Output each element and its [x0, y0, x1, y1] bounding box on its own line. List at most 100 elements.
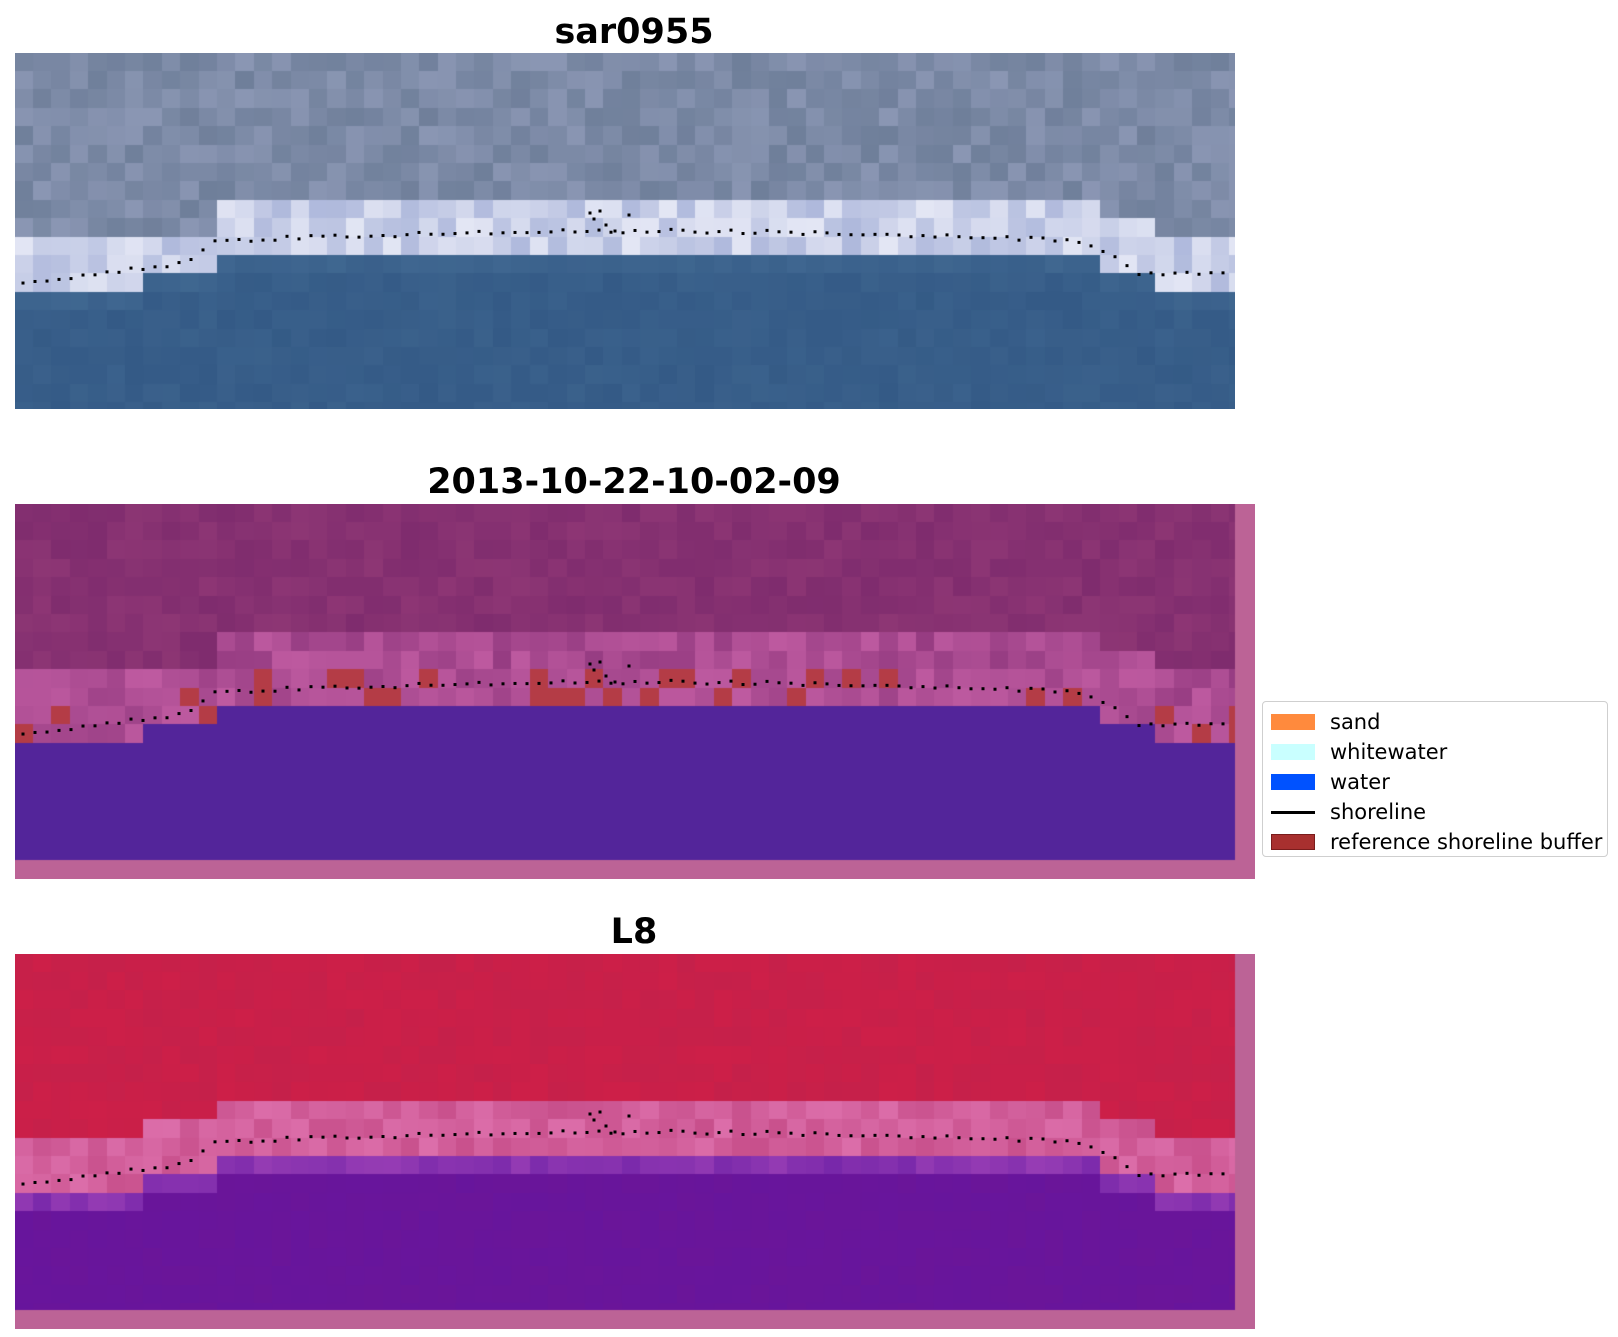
shoreline-point: [273, 238, 277, 242]
panel-index-image: [15, 954, 1255, 1329]
shoreline-point: [1029, 235, 1033, 239]
shoreline-point: [381, 234, 385, 238]
shoreline-point: [969, 236, 973, 240]
shoreline-point: [105, 721, 109, 725]
shoreline-point: [873, 1133, 877, 1137]
shoreline-point: [261, 238, 265, 242]
shoreline-point: [93, 273, 97, 277]
shoreline-point: [297, 237, 301, 241]
panel-title-index: L8: [610, 912, 658, 952]
shoreline-point: [33, 279, 37, 283]
shoreline-point: [357, 235, 361, 239]
shoreline-point: [417, 1131, 421, 1135]
shoreline-point: [1221, 722, 1225, 726]
shoreline-point: [693, 681, 697, 685]
shoreline-point: [1041, 236, 1045, 240]
shoreline-point: [1149, 722, 1153, 726]
shoreline-point: [45, 1180, 49, 1184]
shoreline-point: [345, 686, 349, 690]
shoreline-point: [405, 233, 409, 237]
shoreline-point: [588, 662, 592, 666]
shoreline-point: [165, 265, 169, 269]
shoreline-point: [837, 232, 841, 236]
legend-label: shoreline: [1330, 800, 1427, 824]
shoreline-point: [1005, 686, 1009, 690]
shoreline-line-icon: [1271, 811, 1315, 814]
shoreline-point: [801, 232, 805, 236]
legend-item-whitewater: whitewater: [1263, 736, 1607, 766]
shoreline-point: [729, 1129, 733, 1133]
shoreline-point: [585, 229, 589, 233]
shoreline-point: [861, 233, 865, 237]
shoreline-point: [957, 235, 961, 239]
legend-item-water: water: [1263, 766, 1607, 796]
shoreline-point: [69, 728, 73, 732]
shoreline-point: [592, 217, 596, 221]
shoreline-point: [861, 1134, 865, 1138]
shoreline-point: [177, 712, 181, 716]
shoreline-point: [393, 235, 397, 239]
shoreline-point: [1005, 1136, 1009, 1140]
shoreline-point: [537, 1131, 541, 1135]
shoreline-point: [981, 687, 985, 691]
shoreline-point: [669, 1128, 673, 1132]
shoreline-point: [141, 1168, 145, 1172]
reference-buffer-swatch: [1271, 834, 1315, 850]
shoreline-point: [1101, 249, 1105, 253]
shoreline-point: [453, 232, 457, 236]
shoreline-point: [549, 681, 553, 685]
shoreline-point: [357, 686, 361, 690]
shoreline-point: [297, 688, 301, 692]
shoreline-point: [297, 1138, 301, 1142]
shoreline-point: [657, 230, 661, 234]
shoreline-point: [1065, 1139, 1069, 1143]
shoreline-overlay: [21, 660, 1225, 736]
shoreline-point: [613, 680, 617, 684]
shoreline-point: [309, 1135, 313, 1139]
shoreline-point: [393, 1136, 397, 1140]
shoreline-point: [57, 1178, 61, 1182]
shoreline-point: [201, 1149, 205, 1153]
shoreline-point: [993, 236, 997, 240]
shoreline-point: [849, 233, 853, 237]
shoreline-point: [165, 1166, 169, 1170]
shoreline-point: [201, 699, 205, 703]
shoreline-point: [345, 1136, 349, 1140]
shoreline-point: [909, 235, 913, 239]
shoreline-point: [525, 682, 529, 686]
shoreline-point: [609, 681, 613, 685]
shoreline-point: [369, 685, 373, 689]
shoreline-point: [549, 1131, 553, 1135]
legend-item-sand: sand: [1263, 706, 1607, 736]
rgb-image-canvas: [15, 53, 1235, 409]
sand-swatch: [1271, 714, 1315, 730]
shoreline-point: [597, 1129, 601, 1133]
shoreline-point: [129, 1167, 133, 1171]
shoreline-point: [669, 227, 673, 231]
shoreline-point: [1149, 271, 1153, 275]
shoreline-point: [789, 681, 793, 685]
shoreline-point: [153, 265, 157, 269]
shoreline-point: [513, 230, 517, 234]
shoreline-point: [873, 232, 877, 236]
shoreline-point: [657, 681, 661, 685]
shoreline-overlay: [21, 1110, 1225, 1186]
shoreline-point: [549, 230, 553, 234]
shoreline-point: [333, 684, 337, 688]
shoreline-point: [93, 724, 97, 728]
shoreline-point: [1065, 238, 1069, 242]
shoreline-point: [873, 683, 877, 687]
shoreline-point: [765, 679, 769, 683]
shoreline-point: [613, 1130, 617, 1134]
index-image-canvas: [15, 954, 1255, 1329]
legend-label: sand: [1330, 710, 1381, 734]
shoreline-point: [1041, 1137, 1045, 1141]
shoreline-point: [921, 685, 925, 689]
panel-title-classified: 2013-10-22-10-02-09: [427, 462, 841, 502]
shoreline-point: [609, 1131, 613, 1135]
shoreline-point: [333, 1134, 337, 1138]
shoreline-point: [741, 232, 745, 236]
shoreline-point: [1029, 1136, 1033, 1140]
shoreline-point: [237, 688, 241, 692]
legend-label: water: [1330, 770, 1390, 794]
